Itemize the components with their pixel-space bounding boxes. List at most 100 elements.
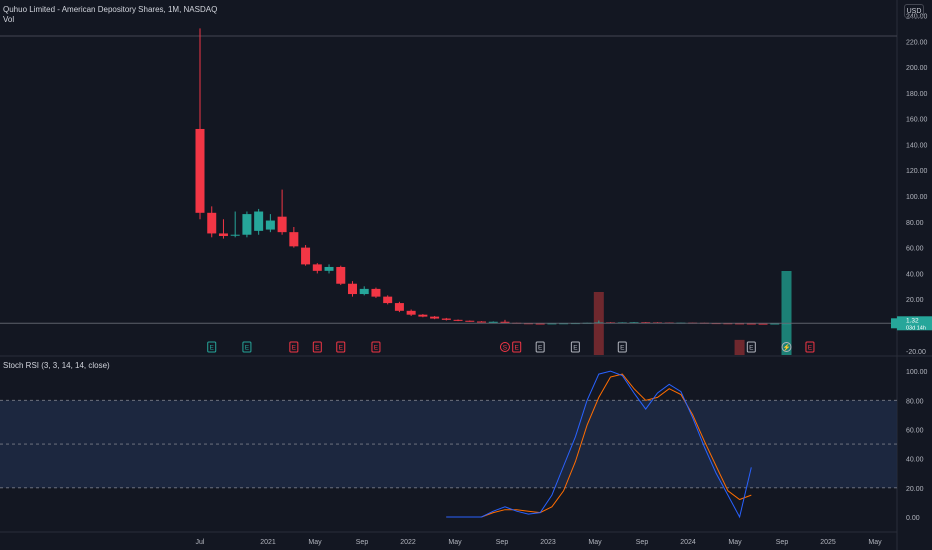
event-marker	[312, 341, 322, 353]
candle-body	[453, 319, 463, 321]
time-tick: 2023	[540, 539, 556, 546]
candle-body	[312, 264, 322, 271]
last-price-tag	[897, 316, 932, 331]
indicator-tick: 60.00	[906, 428, 924, 435]
price-tick: 180.00	[906, 91, 928, 98]
candle-body	[265, 220, 275, 230]
event-label: E	[374, 345, 379, 352]
candle-body	[500, 321, 510, 323]
event-label: E	[620, 345, 625, 352]
candle-body	[441, 318, 451, 320]
price-tick: 40.00	[906, 271, 924, 278]
event-label: E	[339, 345, 344, 352]
indicator-tick: 20.00	[906, 486, 924, 493]
time-tick: Sep	[496, 539, 509, 546]
candle-body	[430, 316, 440, 319]
time-tick: Sep	[636, 539, 649, 546]
time-tick: May	[448, 539, 462, 546]
candle-body	[477, 321, 487, 323]
time-tick: May	[588, 539, 602, 546]
candle-body	[465, 320, 475, 322]
candle-body	[324, 266, 334, 271]
price-tick: 20.00	[906, 297, 924, 304]
candle-body	[242, 214, 252, 235]
event-marker	[535, 341, 545, 353]
candle-body	[277, 216, 287, 233]
time-tick: May	[728, 539, 742, 546]
stoch-d-line	[446, 373, 752, 518]
event-label: E	[573, 345, 578, 352]
candle-body	[629, 322, 639, 324]
candle-body	[289, 232, 299, 247]
event-label: E	[245, 345, 250, 352]
time-tick: Sep	[776, 539, 789, 546]
candle-body	[535, 323, 545, 325]
price-tick: 100.00	[906, 194, 928, 201]
price-tick: 80.00	[906, 220, 924, 227]
indicator-tick: 100.00	[906, 369, 928, 376]
indicator-label: Stoch RSI (3, 3, 14, 14, close)	[3, 361, 110, 370]
event-marker	[512, 341, 522, 353]
price-tick: 200.00	[906, 65, 928, 72]
candle-body	[770, 323, 780, 325]
candle-body	[195, 128, 205, 213]
last-price-value: 1.32	[906, 317, 919, 324]
candle-body	[383, 296, 393, 304]
price-tick: 60.00	[906, 246, 924, 253]
time-tick: May	[308, 539, 322, 546]
volume-bar	[781, 271, 792, 355]
candle-body	[547, 323, 557, 325]
candle-body	[347, 283, 357, 295]
event-marker	[781, 342, 792, 352]
candle-body	[218, 233, 228, 237]
candle-body	[230, 234, 240, 236]
event-label: E	[808, 345, 813, 352]
time-tick: 2021	[260, 539, 276, 546]
candle-body	[336, 266, 346, 284]
candle-body	[641, 322, 651, 324]
candle-body	[418, 314, 428, 317]
event-marker	[617, 341, 627, 353]
price-tick: 120.00	[906, 168, 928, 175]
candle-body	[371, 288, 381, 297]
event-label: E	[210, 345, 215, 352]
event-marker	[336, 341, 346, 353]
event-marker	[371, 341, 381, 353]
candle-body	[758, 323, 768, 325]
stoch-k-line	[446, 370, 752, 519]
stoch-band	[0, 400, 897, 488]
candle-body	[746, 323, 756, 325]
price-tick: -20.00	[906, 349, 926, 356]
time-tick: 2024	[680, 539, 696, 546]
event-label: E	[315, 345, 320, 352]
volume-label: Vol	[3, 15, 15, 24]
currency-button[interactable]: USD	[904, 4, 924, 18]
event-marker	[207, 341, 217, 353]
time-tick: 2022	[400, 539, 416, 546]
indicator-tick: 0.00	[906, 515, 920, 522]
price-tick: 220.00	[906, 39, 928, 46]
candle-body	[406, 310, 416, 315]
symbol-title: Quhuo Limited - American Depository Shar…	[3, 5, 218, 14]
candle-body	[254, 211, 264, 231]
event-label: E	[538, 345, 543, 352]
candle-body	[488, 321, 498, 323]
event-marker	[242, 341, 252, 353]
event-marker	[746, 341, 756, 353]
event-marker	[289, 341, 299, 353]
price-tick: 160.00	[906, 117, 928, 124]
time-tick: Jul	[196, 539, 205, 546]
event-label: E	[749, 345, 754, 352]
event-label: E	[515, 345, 520, 352]
candle-body	[735, 323, 745, 325]
indicator-tick: 80.00	[906, 398, 924, 405]
event-label: E	[292, 345, 297, 352]
candle-body	[359, 288, 369, 295]
price-tick: 140.00	[906, 142, 928, 149]
time-tick: May	[868, 539, 882, 546]
time-tick: 2025	[820, 539, 836, 546]
event-marker	[499, 342, 510, 352]
event-marker	[570, 341, 580, 353]
last-price-countdown: 03d 14h	[906, 325, 926, 331]
